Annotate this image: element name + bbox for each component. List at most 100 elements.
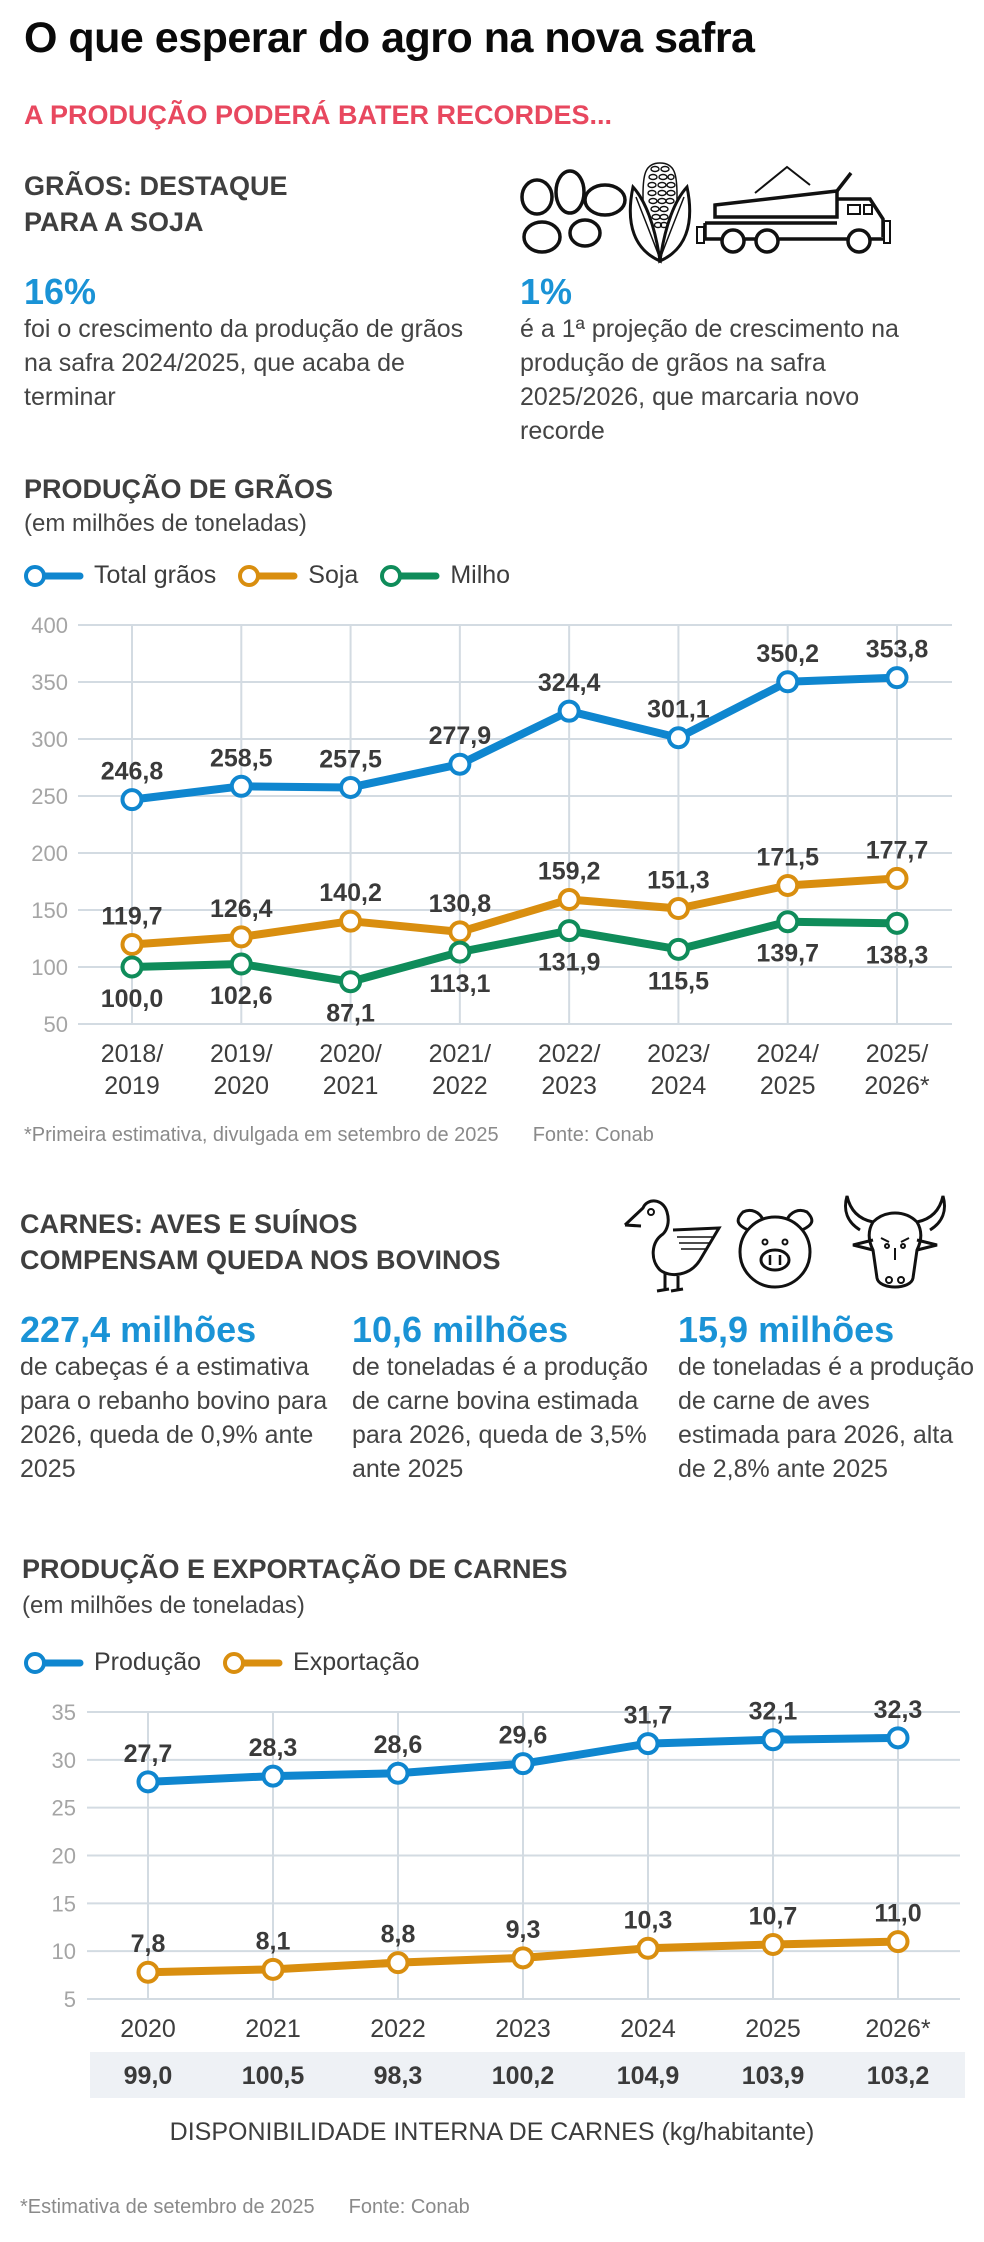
data-label: 131,9 [538, 949, 601, 977]
graos-stat-2-text: é a 1ª projeção de crescimento na produç… [520, 315, 899, 445]
x-tick-label: 2024/ [756, 1040, 819, 1068]
chart1-subtitle: (em milhões de toneladas) [24, 510, 307, 537]
data-point [448, 920, 472, 944]
corn-icon [628, 162, 692, 264]
grid: 400 350 300 250 200 150 100 50 [31, 613, 952, 1037]
data-point [136, 1770, 160, 1794]
data-point [636, 1936, 660, 1960]
series-soja: 119,7 126,4 140,2 130,8 159,2 151,3 171,5 177,7 [101, 836, 928, 957]
data-point [339, 970, 363, 994]
carnes-stat-3-value: 15,9 milhões [678, 1309, 895, 1350]
chart2-footnote-row: *Estimativa de setembro de 2025 Fonte: Co… [20, 2196, 470, 2219]
data-point [886, 1726, 910, 1750]
data-point [120, 788, 144, 812]
x-tick-label: 2019/ [210, 1040, 273, 1068]
data-label: 27,7 [124, 1740, 173, 1768]
data-label: 119,7 [101, 903, 162, 931]
data-point [448, 752, 472, 776]
x-axis-labels: 2018/2019 2019/2020 2020/2021 2021/2022 2022… [101, 1040, 930, 1100]
carnes-stat-2: 10,6 milhões de toneladas é a produção d… [352, 1310, 652, 1486]
data-label: 277,9 [429, 722, 492, 750]
carnes-stat-1-text: de cabeças é a estimativa para o rebanho… [20, 1353, 328, 1483]
graos-heading-line2: PARA A SOJA [24, 207, 204, 237]
data-label: 115,5 [648, 967, 709, 995]
data-label: 87,1 [326, 1000, 375, 1028]
x-tick-label: 2023 [495, 2015, 551, 2043]
carnes-stat-2-text: de toneladas é a produção de carne bovin… [352, 1353, 649, 1483]
duck-icon [623, 1199, 722, 1293]
graos-heading-line1: GRÃOS: DESTAQUE [24, 171, 288, 201]
y-tick-label: 10 [52, 1939, 76, 1964]
series-milho: 100,0 102,6 87,1 113,1 131,9 115,5 139,7 138,3 [101, 910, 929, 1028]
legend-line-marker-icon [238, 564, 298, 587]
chart1-title: PRODUÇÃO DE GRÃOS [24, 474, 334, 504]
chart2-legend: Produção Exportação [22, 1648, 440, 1677]
availability-label: DISPONIBILIDADE INTERNA DE CARNES (kg/ha… [169, 2118, 815, 2146]
data-label: 11,0 [874, 1900, 921, 1928]
carnes-stat-2-value: 10,6 milhões [352, 1309, 569, 1350]
chart1-footnote: *Primeira estimativa, divulgada em setem… [24, 1124, 499, 1146]
data-label: 246,8 [101, 758, 164, 786]
data-label: 29,6 [499, 1722, 548, 1750]
x-tick-label: 2022 [370, 2015, 426, 2043]
availability-value: 100,2 [492, 2062, 555, 2090]
data-point [666, 937, 690, 961]
data-label: 350,2 [756, 640, 819, 668]
data-point [776, 910, 800, 934]
y-tick-label: 15 [52, 1891, 76, 1916]
data-label: 10,7 [749, 1902, 798, 1930]
graos-stat-1-value: 16% [24, 271, 97, 312]
legend-line-marker-icon [24, 1651, 84, 1674]
truck-icon [696, 165, 891, 254]
x-tick-label: 2020 [120, 2015, 176, 2043]
x-axis-labels: 2020 2021 2022 2023 2024 2025 2026* [120, 2015, 931, 2043]
availability-value: 103,2 [867, 2062, 930, 2090]
data-point [120, 955, 144, 979]
data-point [557, 699, 581, 723]
data-point [885, 666, 909, 690]
data-label: 353,8 [866, 636, 929, 664]
data-label: 138,3 [866, 941, 929, 969]
carnes-heading-line1: CARNES: AVES E SUÍNOS [20, 1209, 358, 1239]
y-tick-label: 50 [44, 1012, 68, 1037]
data-label: 257,5 [319, 745, 382, 773]
series-line [128, 673, 901, 804]
data-point [761, 1728, 785, 1752]
chart2-source: Fonte: Conab [348, 2196, 470, 2218]
x-tick-label: 2020/ [319, 1040, 382, 1068]
carnes-stat-3-text: de toneladas é a produção de carne de av… [678, 1353, 975, 1483]
graos-stat-2: 1% é a 1ª projeção de crescimento na pro… [520, 272, 940, 448]
data-label: 7,8 [131, 1930, 166, 1958]
x-tick-label: 2025/ [866, 1040, 929, 1068]
y-tick-label: 5 [64, 1987, 76, 2012]
data-point [120, 933, 144, 957]
y-tick-label: 400 [31, 613, 68, 638]
carnes-stat-1-value: 227,4 milhões [20, 1309, 257, 1350]
availability-value: 100,5 [242, 2062, 305, 2090]
data-label: 100,0 [101, 985, 164, 1013]
data-label: 8,8 [381, 1921, 416, 1949]
series-line [128, 874, 901, 949]
carnes-stat-3: 15,9 milhões de toneladas é a produção d… [678, 1310, 978, 1486]
data-label: 130,8 [429, 890, 492, 918]
graos-stat-2-value: 1% [520, 271, 573, 312]
legend-line-marker-icon [223, 1651, 283, 1674]
x-tick-label: 2021/ [429, 1040, 492, 1068]
legend-label: Soja [308, 561, 359, 589]
carnes-icons [623, 1195, 946, 1293]
data-point [557, 919, 581, 943]
y-tick-label: 20 [52, 1844, 76, 1869]
data-label: 258,5 [210, 744, 273, 772]
legend-line-marker-icon [24, 564, 84, 587]
y-tick-label: 100 [31, 955, 68, 980]
data-point [885, 911, 909, 935]
data-point [339, 909, 363, 933]
soybeans-icon [520, 169, 627, 254]
data-point [511, 1946, 535, 1970]
data-label: 8,1 [256, 1927, 291, 1955]
data-point [886, 1930, 910, 1954]
y-tick-label: 150 [31, 898, 68, 923]
data-label: 32,1 [749, 1698, 798, 1726]
data-point [666, 726, 690, 750]
data-point [636, 1732, 660, 1756]
